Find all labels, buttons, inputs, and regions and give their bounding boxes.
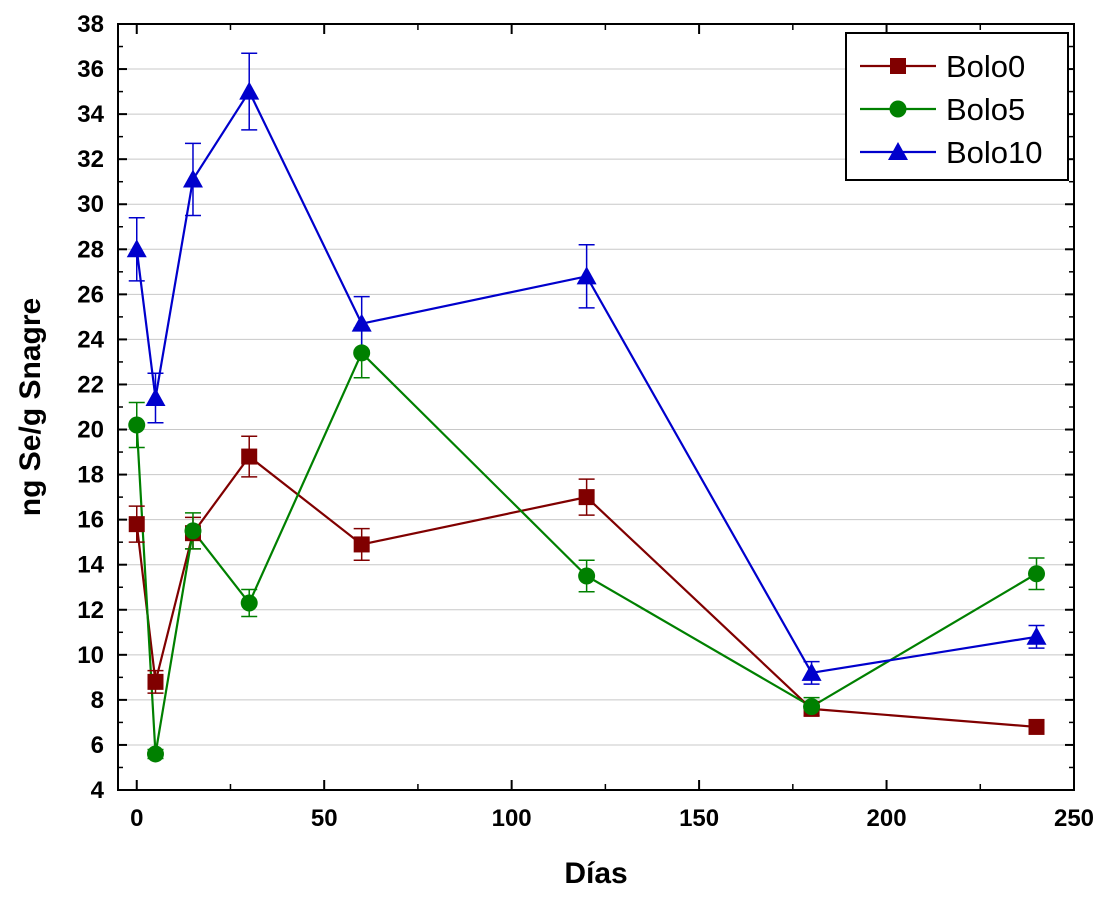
data-point-bolo5 — [803, 698, 821, 716]
y-axis-title: ng Se/g Snagre — [14, 298, 47, 516]
x-tick-label: 150 — [679, 805, 719, 832]
data-point-bolo10 — [182, 169, 203, 188]
data-point-bolo0 — [147, 673, 164, 690]
y-tick-label: 38 — [77, 11, 104, 38]
data-point-bolo0 — [241, 448, 258, 465]
data-point-bolo0 — [1028, 718, 1045, 735]
y-tick-label: 16 — [77, 507, 104, 534]
series-lines — [135, 89, 1038, 755]
series-line-bolo0 — [135, 455, 1037, 729]
y-tick-label: 30 — [77, 191, 104, 218]
y-tick-label: 26 — [77, 281, 104, 308]
y-tick-label: 36 — [77, 56, 104, 83]
x-tick-label: 0 — [130, 805, 143, 832]
x-tick-label: 100 — [492, 805, 532, 832]
x-tick-label: 50 — [311, 805, 338, 832]
series-line-bolo10 — [135, 89, 1037, 675]
legend: Bolo0 Bolo5 Bolo10 — [845, 32, 1069, 181]
data-point-bolo10 — [576, 266, 597, 285]
data-point-bolo5 — [353, 344, 371, 362]
y-tick-label: 12 — [77, 597, 104, 624]
data-markers — [126, 81, 1047, 763]
data-point-bolo5 — [128, 416, 146, 434]
data-point-bolo5 — [578, 567, 596, 585]
series-line-bolo5 — [135, 351, 1038, 755]
legend-label: Bolo0 — [946, 49, 1025, 84]
x-axis-title: Días — [564, 857, 627, 890]
y-tick-label: 6 — [91, 732, 104, 759]
data-point-bolo10 — [801, 662, 822, 681]
data-point-bolo10 — [126, 239, 147, 258]
y-tick-label: 4 — [91, 777, 105, 804]
data-point-bolo0 — [128, 516, 145, 533]
y-axis-ticks: 4 6 8 10 12 14 16 18 20 22 24 26 28 30 32 34 36 38 — [77, 11, 1074, 804]
data-point-bolo10 — [1026, 626, 1047, 645]
y-tick-label: 18 — [77, 462, 104, 489]
data-point-bolo0 — [578, 489, 595, 506]
data-point-bolo0 — [353, 536, 370, 553]
y-tick-label: 22 — [77, 371, 104, 398]
y-tick-label: 34 — [77, 101, 104, 128]
data-point-bolo10 — [351, 313, 372, 332]
y-tick-label: 10 — [77, 642, 104, 669]
legend-label: Bolo5 — [946, 92, 1025, 127]
x-tick-label: 200 — [867, 805, 907, 832]
data-point-bolo5 — [184, 522, 202, 540]
legend-marker-bolo10 — [888, 142, 908, 160]
data-point-bolo10 — [145, 387, 166, 406]
y-tick-label: 14 — [77, 552, 104, 579]
legend-box — [845, 32, 1069, 181]
y-tick-label: 24 — [77, 326, 104, 353]
x-tick-label: 250 — [1054, 805, 1094, 832]
legend-marker-bolo0 — [890, 58, 906, 74]
data-point-bolo10 — [239, 81, 260, 100]
x-axis-ticks: 0 50 100 150 200 250 — [130, 24, 1094, 832]
y-tick-label: 20 — [77, 417, 104, 444]
data-point-bolo5 — [240, 594, 258, 612]
legend-label: Bolo10 — [946, 135, 1043, 170]
y-tick-label: 8 — [91, 687, 104, 714]
y-tick-label: 32 — [77, 146, 104, 173]
legend-marker-bolo5 — [889, 100, 907, 118]
y-tick-label: 28 — [77, 236, 104, 263]
data-point-bolo5 — [146, 745, 164, 763]
data-point-bolo5 — [1028, 565, 1046, 583]
